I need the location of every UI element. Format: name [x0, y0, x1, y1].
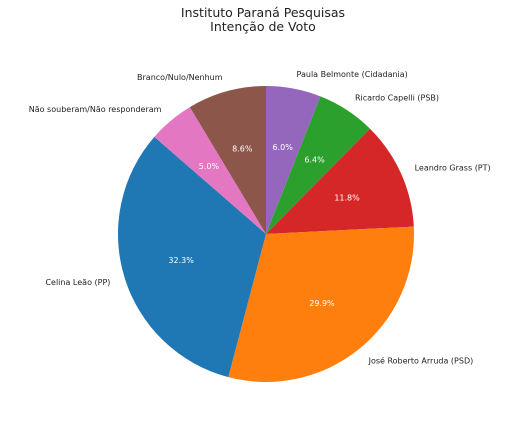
pct-label-leandro-grass-pt: 11.8%: [334, 194, 360, 203]
pie-slice-nao-souberam-nao-responderam: [154, 107, 266, 234]
slice-label-jose-roberto-arruda-psd: José Roberto Arruda (PSD): [368, 355, 474, 365]
slice-label-paula-belmonte-cidadania: Paula Belmonte (Cidadania): [297, 70, 408, 79]
chart-title: Instituto Paraná Pesquisas: [181, 5, 345, 20]
pie-slice-branco-nulo-nenhum: [189, 86, 266, 234]
pct-label-nao-souberam-nao-responderam: 5.0%: [199, 162, 220, 171]
slice-label-ricardo-capelli-psb: Ricardo Capelli (PSB): [355, 94, 439, 103]
pie-slice-ricardo-capelli-psb: [266, 96, 370, 234]
slice-label-branco-nulo-nenhum: Branco/Nulo/Nenhum: [137, 73, 223, 82]
slice-label-leandro-grass-pt: Leandro Grass (PT): [415, 163, 491, 172]
pct-label-paula-belmonte-cidadania: 6.0%: [272, 143, 293, 152]
chart-subtitle: Intenção de Voto: [210, 19, 316, 34]
pie-slices: [118, 86, 415, 382]
pie-slice-celina-leao-pp: [118, 136, 266, 378]
pie-slice-leandro-grass-pt: [266, 128, 414, 234]
slice-labels: Paula Belmonte (Cidadania) Ricardo Capell…: [29, 70, 491, 365]
slice-label-celina-leao-pp: Celina Leão (PP): [45, 278, 110, 287]
pct-label-branco-nulo-nenhum: 8.6%: [232, 144, 253, 153]
pct-label-ricardo-capelli-psb: 6.4%: [304, 156, 325, 165]
slice-label-nao-souberam-nao-responderam: Não souberam/Não responderam: [29, 105, 162, 114]
percentage-labels: 6.0% 6.4% 11.8% 29.9% 32.3% 5.0% 8.6%: [168, 143, 360, 308]
pct-label-jose-roberto-arruda-psd: 29.9%: [309, 299, 335, 308]
pie-slice-paula-belmonte-cidadania: [266, 86, 321, 234]
pie-slice-jose-roberto-arruda-psd: [228, 226, 415, 382]
pct-label-celina-leao-pp: 32.3%: [168, 256, 194, 265]
